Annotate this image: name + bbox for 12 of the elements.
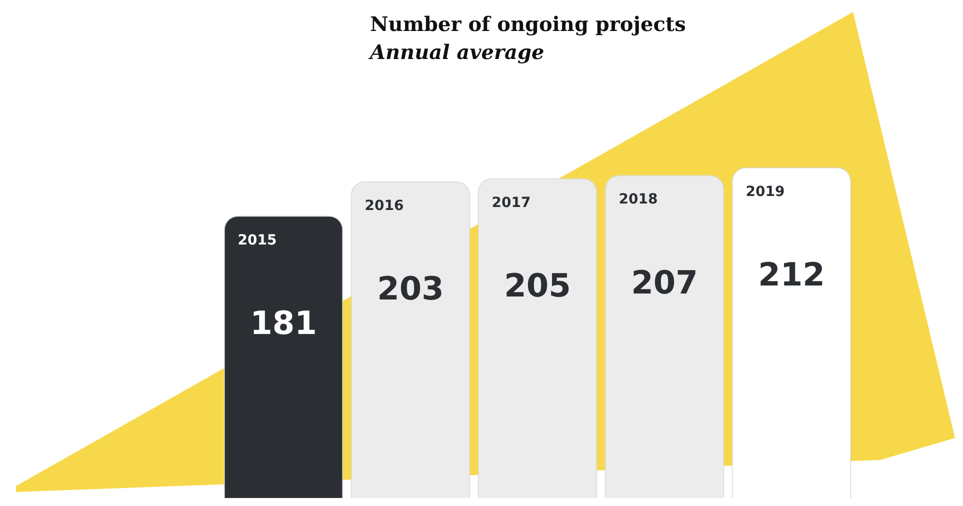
chart-title: Number of ongoing projects bbox=[370, 11, 686, 38]
x-tick-label: 2019 bbox=[746, 184, 785, 200]
x-tick-label: 2016 bbox=[364, 198, 404, 214]
data-label: 205 bbox=[504, 266, 571, 305]
chart-subtitle: Annual average bbox=[370, 39, 546, 66]
x-tick-label: 2015 bbox=[238, 232, 277, 248]
data-label: 207 bbox=[631, 263, 698, 302]
x-tick-label: 2018 bbox=[618, 192, 658, 208]
data-label: 212 bbox=[758, 256, 825, 294]
x-tick-label: 2017 bbox=[492, 194, 531, 211]
data-label: 203 bbox=[377, 270, 444, 308]
data-label: 181 bbox=[250, 304, 317, 342]
